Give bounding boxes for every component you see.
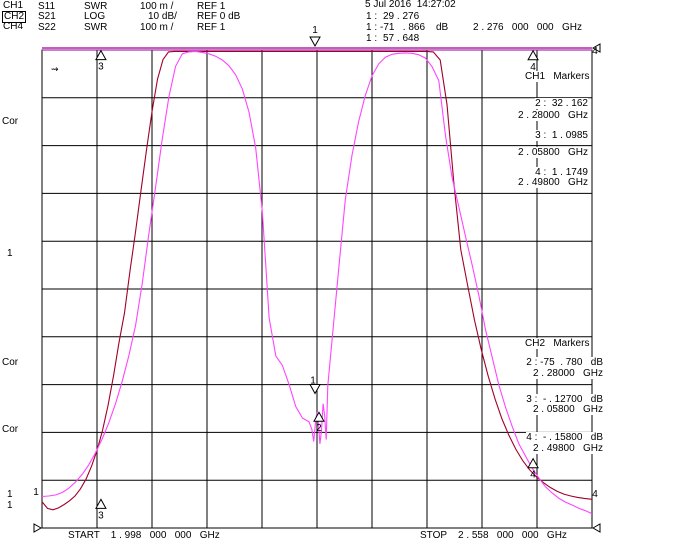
plot-grid [41, 49, 593, 529]
ch2-scale: 10 dB/ [148, 11, 177, 22]
ch4-readout-value: 57 . 648 [383, 33, 420, 44]
ch1-readout-value: 29 . 276 [383, 11, 420, 22]
marker-3-label: 3 [98, 62, 104, 73]
marker-frequency: 2 . 276 000 000 GHz [473, 22, 582, 33]
ch2-marker-3-value: 3 : - . 12700 dB [526, 394, 603, 405]
ch2-marker-4-value: 4 : - . 15800 dB [526, 432, 603, 443]
ch4-param: S22 [38, 22, 56, 33]
ch1-param: S11 [38, 1, 56, 12]
ch1-marker-2-value: 2 : 32 . 162 [535, 98, 588, 109]
right-channel-4-label: 4 [592, 46, 598, 57]
marker-4-triangle [527, 49, 539, 61]
marker-3-triangle-lower [95, 498, 107, 509]
ch1-tag[interactable]: CH1 [3, 0, 24, 11]
ch1-ref: REF 1 [197, 1, 226, 12]
marker-3-triangle [95, 49, 107, 61]
left-bottom-arrow [33, 523, 43, 533]
ch1-marker-3-freq: 2 . 05800 GHz [517, 147, 588, 158]
right-bottom-arrow [591, 523, 601, 533]
ch2-readout-unit: dB [436, 22, 449, 33]
right-channel-4-bottom-label: 4 [592, 489, 598, 500]
ch2-param: S21 [38, 11, 56, 22]
ch1-markers-title: CH1 Markers [525, 71, 590, 82]
marker-2-triangle [313, 411, 325, 422]
scale-icon: ⇝ [51, 65, 59, 75]
reference-lines [42, 47, 592, 51]
ch2-readout-value: -71 . 866 [380, 22, 426, 33]
ch4-format: SWR [84, 22, 108, 33]
ch2-tag[interactable]: CH2 [2, 11, 27, 23]
trace-s11 [41, 50, 593, 515]
marker-3-label-lower: 3 [98, 510, 104, 521]
marker-4-label-lower: 4 [530, 470, 536, 481]
ch1-marker-3-value: 3 : 1 . 0985 [535, 130, 588, 141]
ch1-scale: 100 m / [140, 1, 174, 12]
ch1-format: SWR [84, 1, 108, 12]
marker-1-triangle [309, 384, 321, 395]
side-label-cor-1: Cor [2, 116, 19, 127]
ch1-marker-4-freq: 2 . 49800 GHz [517, 177, 588, 188]
marker-4-label: 4 [530, 62, 536, 73]
date-time: 5 Jul 2016 14:27:02 [365, 0, 456, 10]
ch2-format: LOG [84, 11, 106, 22]
side-label-1c: 1 [7, 500, 13, 511]
ch2-marker-2-freq: 2 . 28000 GHz [532, 368, 603, 379]
marker-1-top-label: 1 [312, 25, 318, 36]
ch2-marker-3-freq: 2 . 05800 GHz [532, 404, 603, 415]
ch1-marker-2-freq: 2 . 28000 GHz [517, 110, 588, 121]
side-label-1b: 1 [7, 489, 13, 500]
ch4-readout-num: 1 : [366, 33, 378, 44]
side-label-1: 1 [7, 248, 13, 259]
side-label-cor-2: Cor [2, 357, 19, 368]
marker-1-top-triangle [309, 36, 321, 48]
marker-4-triangle-lower [527, 457, 539, 469]
ch1-readout-num: 1 : [366, 11, 378, 22]
right-reference-arrow [591, 43, 601, 53]
ch4-ref: REF 1 [197, 22, 226, 33]
left-channel-1-label: 1 [33, 487, 39, 498]
trace-s21 [41, 50, 593, 511]
marker-2-label: 2 [316, 423, 322, 434]
start-frequency: START 1 . 998 000 000 GHz [68, 530, 220, 541]
ch2-marker-2-value: 2 : -75 . 780 dB [526, 357, 603, 368]
ch2-markers-title: CH2 Markers [525, 338, 590, 349]
marker-layer: 1 2 3 4 3 4 1 4 4 1 ⇝ [33, 25, 601, 533]
ch2-readout-num: 1 : [366, 22, 378, 33]
ch4-tag[interactable]: CH4 [3, 21, 24, 32]
trace-layer [41, 50, 593, 515]
marker-1-label: 1 [310, 376, 316, 387]
stop-frequency: STOP 2 . 558 000 000 GHz [420, 530, 567, 541]
ch2-marker-4-freq: 2 . 49800 GHz [532, 443, 603, 454]
ch1-marker-4-value: 4 : 1 . 1749 [535, 167, 588, 178]
ch4-scale: 100 m / [140, 22, 174, 33]
ch2-ref: REF 0 dB [197, 11, 241, 22]
side-label-cor-3: Cor [2, 424, 19, 435]
